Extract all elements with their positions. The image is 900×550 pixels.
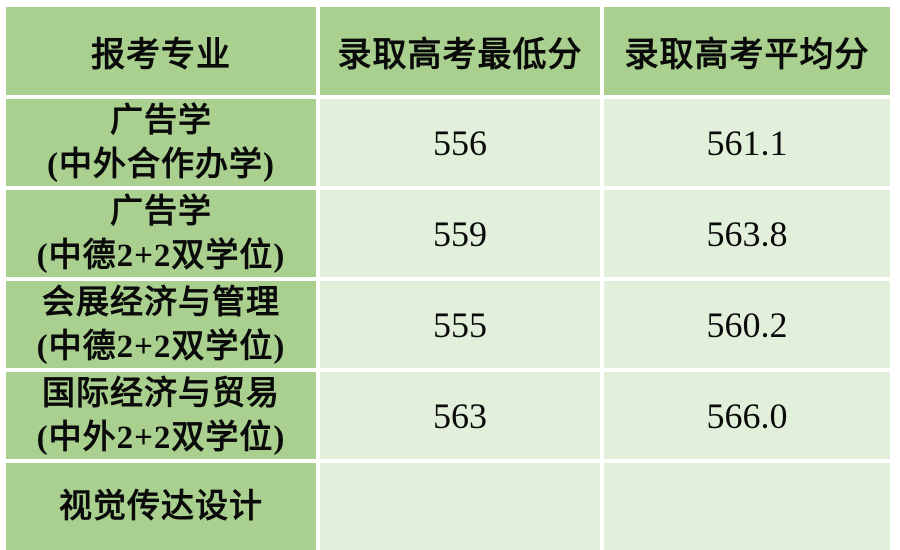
column-header-min-score: 录取高考最低分 [320, 7, 600, 95]
row2-avg-score-cell: 563.8 [604, 190, 890, 277]
row4-min-score-cell: 563 [320, 372, 600, 459]
column-header-major: 报考专业 [6, 7, 316, 95]
row4-major-name: 国际经济与贸易 [42, 375, 280, 412]
row3-major-name: 会展经济与管理 [42, 284, 280, 321]
row5-major-name: 视觉传达设计 [59, 488, 263, 525]
column-header-avg-score: 录取高考平均分 [604, 7, 890, 95]
row5-avg-score-cell [604, 463, 890, 550]
row4-major-cell: 国际经济与贸易 (中外2+2双学位) [6, 372, 316, 459]
row2-major-name: 广告学 [110, 193, 212, 230]
row1-major-name: 广告学 [110, 102, 212, 139]
row5-major-cell: 视觉传达设计 [6, 463, 316, 550]
row4-avg-score-cell: 566.0 [604, 372, 890, 459]
row4-major-note: (中外2+2双学位) [36, 419, 286, 456]
row2-min-score-cell: 559 [320, 190, 600, 277]
row3-major-cell: 会展经济与管理 (中德2+2双学位) [6, 281, 316, 368]
row1-major-cell: 广告学 (中外合作办学) [6, 99, 316, 186]
row3-min-score-cell: 555 [320, 281, 600, 368]
row1-avg-score-cell: 561.1 [604, 99, 890, 186]
row5-min-score-cell [320, 463, 600, 550]
row1-major-note: (中外合作办学) [47, 146, 275, 183]
row2-major-cell: 广告学 (中德2+2双学位) [6, 190, 316, 277]
row3-avg-score-cell: 560.2 [604, 281, 890, 368]
admission-scores-table: 报考专业 录取高考最低分 录取高考平均分 广告学 (中外合作办学) 556 56… [6, 7, 890, 550]
row2-major-note: (中德2+2双学位) [36, 237, 286, 274]
row1-min-score-cell: 556 [320, 99, 600, 186]
row3-major-note: (中德2+2双学位) [36, 328, 286, 365]
